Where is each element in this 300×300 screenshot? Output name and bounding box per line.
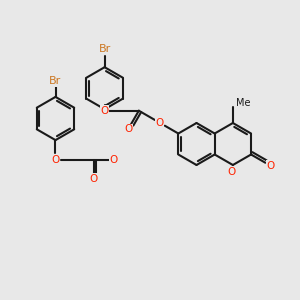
- Text: O: O: [100, 106, 109, 116]
- Text: O: O: [155, 118, 164, 128]
- Text: O: O: [124, 124, 132, 134]
- Text: Br: Br: [98, 44, 111, 54]
- Text: O: O: [227, 167, 236, 177]
- Text: O: O: [89, 173, 98, 184]
- Text: O: O: [110, 155, 118, 165]
- Text: O: O: [51, 155, 60, 165]
- Text: Me: Me: [236, 98, 250, 109]
- Text: O: O: [266, 161, 275, 171]
- Text: Br: Br: [50, 76, 61, 86]
